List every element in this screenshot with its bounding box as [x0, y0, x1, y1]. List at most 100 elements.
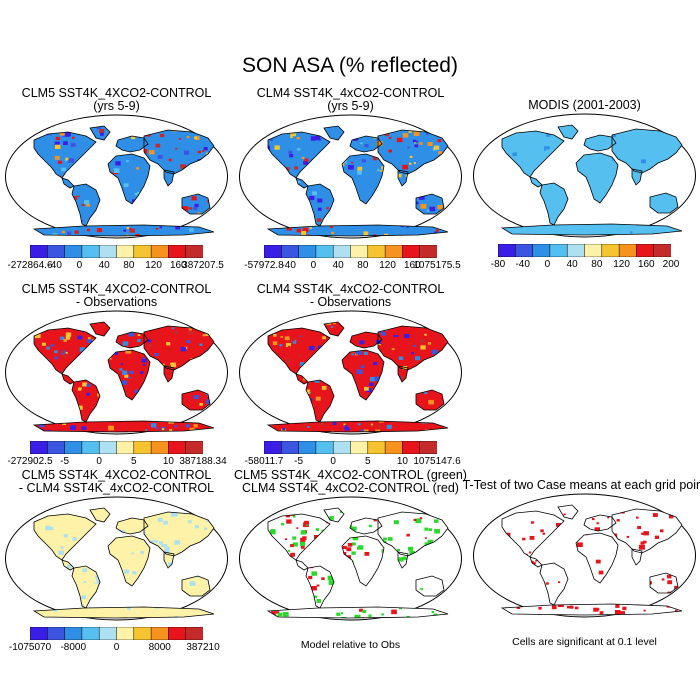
grid-cell [686, 227, 690, 230]
colorbar-swatch [618, 244, 637, 257]
coastline [557, 504, 579, 520]
grid-cell [96, 126, 102, 130]
grid-cell [636, 516, 639, 519]
grid-cell [292, 536, 297, 540]
grid-cell [189, 207, 193, 210]
colorbar-swatch [150, 441, 169, 454]
grid-cell [296, 136, 300, 140]
coastline [500, 603, 683, 616]
grid-cell [202, 150, 205, 152]
grid-cell [14, 422, 18, 425]
grid-cell [242, 198, 247, 202]
grid-cell [155, 427, 158, 430]
grid-cell [292, 136, 297, 140]
grid-cell [60, 370, 65, 374]
grid-cell [305, 524, 308, 526]
grid-cell [420, 203, 427, 209]
grid-cell [70, 425, 76, 430]
grid-cell [194, 528, 200, 533]
grid-cell [309, 227, 313, 230]
grid-cell [355, 352, 361, 358]
grid-cell [245, 411, 249, 414]
colorbar-labels: -58011.7 -5 0 5 10 1075147.6 [238, 456, 463, 470]
grid-cell [216, 326, 218, 328]
grid-cell [458, 611, 461, 613]
grid-cell [128, 376, 132, 379]
grid-cell [145, 429, 148, 431]
grid-cell [253, 230, 257, 234]
grid-cell [681, 125, 682, 129]
colorbar-tick-label: 387188.34 [179, 456, 227, 467]
grid-cell [55, 144, 61, 149]
grid-cell [290, 133, 297, 139]
grid-cell [311, 571, 318, 576]
grid-cell [205, 399, 212, 404]
panel-title-line: T-Test of two Case means at each grid po… [462, 478, 700, 492]
grid-cell [414, 144, 419, 148]
grid-cell [429, 206, 436, 212]
grid-cell [251, 320, 257, 325]
grid-cell [239, 340, 241, 342]
coastline [33, 513, 97, 561]
grid-cell [210, 132, 213, 135]
grid-cell [68, 158, 75, 163]
coastline [266, 420, 449, 433]
grid-cell [361, 159, 366, 163]
grid-cell [291, 339, 297, 344]
grid-cell [212, 210, 214, 215]
grid-cell [255, 222, 261, 227]
figure-title: SON ASA (% reflected) [242, 54, 458, 77]
grid-cell [454, 145, 459, 149]
grid-cell [300, 530, 307, 535]
grid-cell [294, 166, 298, 170]
grid-cell [666, 574, 672, 579]
colorbar-tick-label: 10 [162, 456, 174, 467]
grid-cell [168, 158, 172, 162]
grid-cell [460, 571, 463, 576]
colorbar-swatch [185, 441, 203, 454]
grid-cell [638, 544, 645, 550]
grid-cell [419, 338, 426, 343]
coastline [631, 168, 643, 186]
panel-title-line: - Observations [75, 295, 158, 309]
grid-cell [65, 157, 69, 161]
grid-cell [189, 228, 194, 232]
grid-cell [462, 359, 463, 362]
grid-cell [364, 144, 369, 148]
grid-cell [311, 586, 317, 591]
colorbar-tick-label: 0 [96, 456, 102, 467]
grid-cell [387, 537, 393, 541]
grid-cell [108, 425, 114, 431]
grid-cell [342, 545, 347, 550]
grid-cell [431, 129, 437, 134]
grid-cell [54, 350, 58, 354]
grid-cell [201, 393, 207, 398]
grid-cell [528, 551, 532, 554]
grid-cell [413, 131, 420, 136]
grid-cell [46, 430, 51, 432]
grid-cell [208, 413, 211, 416]
colorbar [30, 441, 203, 454]
colorbar-swatch [98, 245, 118, 258]
grid-cell [344, 424, 347, 427]
grid-cell [179, 138, 182, 140]
grid-cell [157, 155, 163, 159]
grid-cell [272, 430, 275, 432]
grid-cell [159, 133, 165, 138]
grid-cell [201, 126, 205, 128]
grid-cell [207, 603, 211, 607]
grid-cell [300, 537, 306, 542]
grid-cell [271, 611, 276, 615]
grid-cell [250, 608, 255, 612]
coastline [631, 548, 643, 566]
grid-cell [350, 169, 353, 171]
grid-cell [402, 164, 408, 170]
grid-cell [193, 508, 199, 512]
map-panel: MODIS (2001-2003) -80 -40 0 40 80 120 160 200 [472, 98, 697, 298]
grid-cell [113, 168, 120, 173]
grid-cell [615, 604, 620, 608]
grid-cell [120, 529, 125, 534]
colorbar-swatch [116, 441, 135, 454]
colorbar-tick-label: 80 [123, 260, 135, 271]
grid-cell [666, 205, 669, 208]
